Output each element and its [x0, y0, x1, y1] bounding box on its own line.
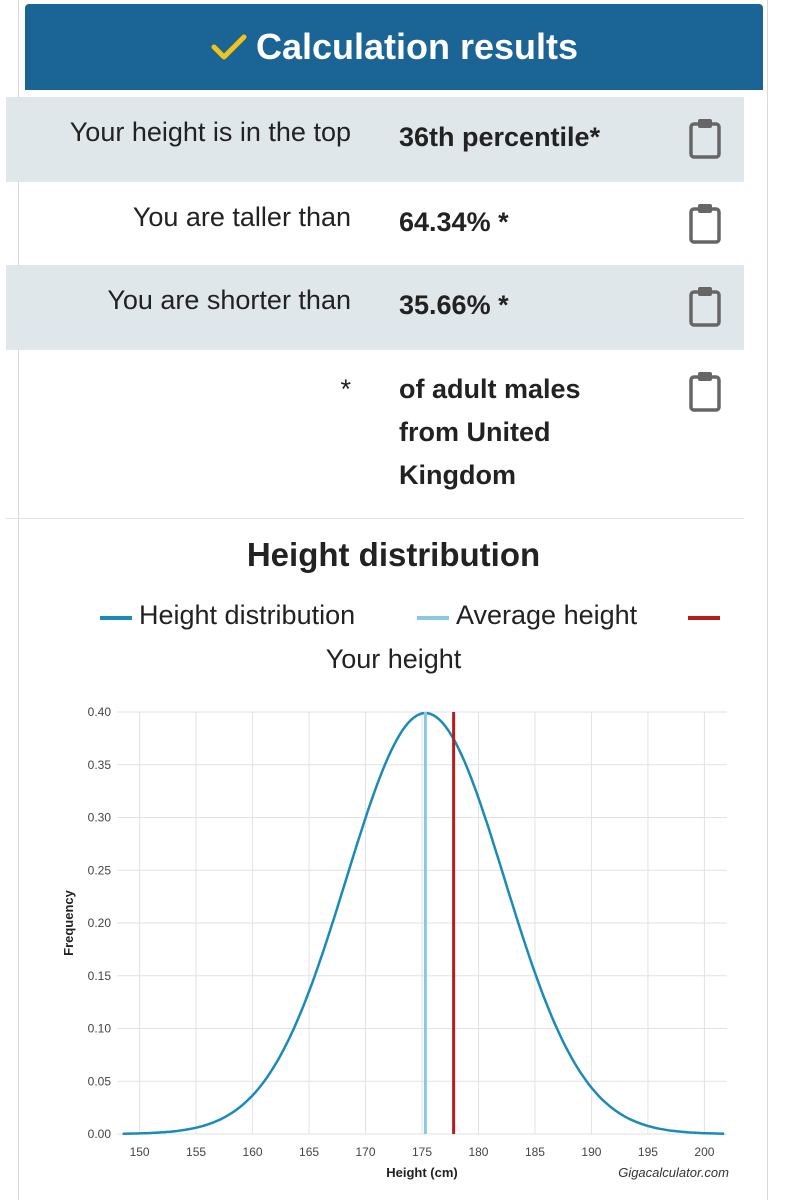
legend-label: Average height — [456, 600, 638, 630]
clipboard-icon[interactable] — [688, 117, 722, 159]
x-axis-title: Height (cm) — [386, 1165, 458, 1180]
x-tick-label: 195 — [638, 1145, 658, 1159]
shorter-label: You are shorter than — [107, 285, 351, 315]
footnote-text: of adult males from United Kingdom — [399, 374, 581, 490]
y-tick-label: 0.05 — [88, 1074, 112, 1088]
legend-your-height-row: Your height — [0, 644, 787, 675]
section-divider — [6, 518, 744, 519]
y-tick-label: 0.35 — [88, 758, 112, 772]
result-row-footnote: * of adult males from United Kingdom — [6, 350, 744, 518]
x-tick-label: 180 — [468, 1145, 488, 1159]
legend-label: Height distribution — [139, 600, 356, 630]
y-tick-label: 0.00 — [88, 1127, 112, 1141]
x-tick-label: 190 — [581, 1145, 601, 1159]
result-row-shorter: You are shorter than 35.66% * — [6, 265, 744, 350]
y-tick-label: 0.10 — [88, 1022, 112, 1036]
footnote-marker: * — [340, 374, 351, 404]
legend-swatch — [688, 616, 720, 620]
checkmark-icon — [211, 34, 247, 60]
y-tick-label: 0.40 — [88, 705, 112, 719]
chart-marks — [122, 711, 725, 1135]
x-tick-label: 155 — [186, 1145, 206, 1159]
x-tick-label: 200 — [694, 1145, 714, 1159]
results-header: Calculation results — [25, 4, 763, 90]
x-tick-label: 170 — [356, 1145, 376, 1159]
height-distribution-chart: 0.00 0.05 0.10 0.15 0.20 0.25 0.30 0.35 0.40 150… — [61, 705, 729, 1180]
x-tick-label: 150 — [130, 1145, 150, 1159]
clipboard-icon[interactable] — [688, 202, 722, 244]
percentile-label: Your height is in the top — [69, 117, 351, 147]
percentile-value: 36th percentile* — [399, 122, 601, 152]
y-tick-label: 0.25 — [88, 863, 112, 877]
y-tick-label: 0.30 — [88, 811, 112, 825]
results-card: Calculation results — [18, 0, 768, 1200]
x-tick-label: 165 — [299, 1145, 319, 1159]
legend-label-your-height[interactable]: Your height — [325, 644, 462, 674]
clipboard-icon[interactable] — [688, 370, 722, 412]
taller-value: 64.34% * — [399, 207, 509, 237]
result-row-taller: You are taller than 64.34% * — [6, 182, 744, 265]
distribution-curve — [122, 711, 725, 1135]
legend-swatch — [100, 616, 132, 620]
shorter-value: 35.66% * — [399, 290, 509, 320]
results-title: Calculation results — [255, 26, 579, 67]
result-row-percentile: Your height is in the top 36th percentil… — [6, 97, 744, 182]
y-tick-label: 0.15 — [88, 969, 112, 983]
chart-title: Height distribution — [246, 536, 541, 573]
taller-label: You are taller than — [132, 202, 351, 232]
y-axis-title: Frequency — [61, 889, 76, 956]
chart-credit: Gigacalculator.com — [618, 1165, 729, 1180]
legend-swatch — [417, 616, 449, 620]
x-axis-ticks: 150 155 160 165 170 175 180 185 190 195 200 — [130, 1145, 715, 1159]
x-tick-label: 185 — [525, 1145, 545, 1159]
x-tick-label: 160 — [243, 1145, 263, 1159]
y-axis-ticks: 0.00 0.05 0.10 0.15 0.20 0.25 0.30 0.35 0.40 — [88, 705, 112, 1141]
y-tick-label: 0.20 — [88, 916, 112, 930]
clipboard-icon[interactable] — [688, 285, 722, 327]
x-tick-label: 175 — [412, 1145, 432, 1159]
chart-grid — [117, 711, 727, 1135]
